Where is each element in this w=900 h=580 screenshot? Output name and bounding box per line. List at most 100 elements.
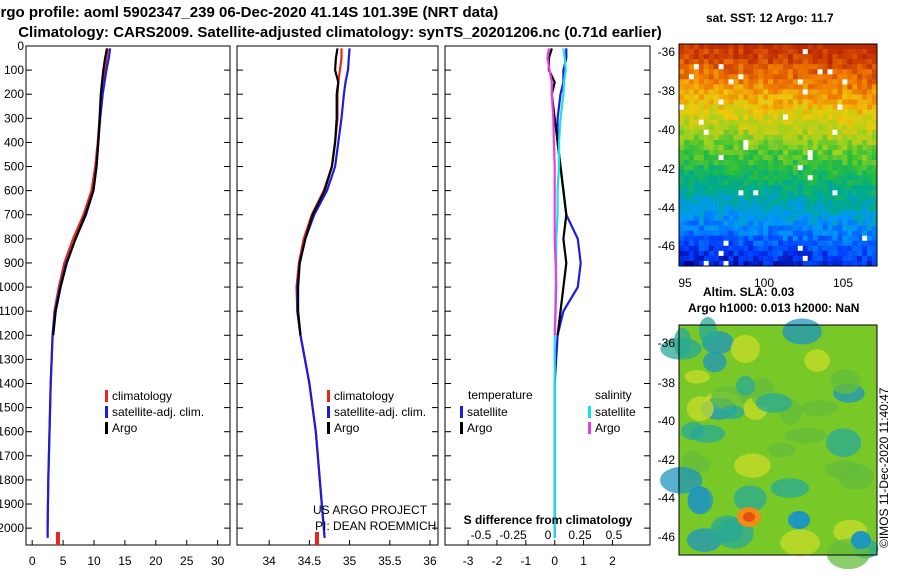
sst-cell xyxy=(763,165,769,171)
sst-cell xyxy=(827,225,833,231)
sst-cell xyxy=(778,144,784,151)
sst-cell xyxy=(679,260,685,267)
sst-cell xyxy=(743,200,749,206)
sst-cell xyxy=(713,69,719,75)
sst-cell xyxy=(802,220,808,226)
sst-cell xyxy=(758,240,764,247)
sst-cell xyxy=(842,185,848,191)
sst-cell xyxy=(768,99,774,105)
sst-cell xyxy=(837,114,843,120)
sla-lat-label: -38 xyxy=(658,376,676,390)
sst-cell xyxy=(693,230,700,237)
sst-cell xyxy=(679,144,685,151)
x-tick-label: -2 xyxy=(492,554,503,568)
sst-cell xyxy=(683,260,690,267)
sst-cell xyxy=(862,175,868,181)
sst-cell xyxy=(733,200,739,206)
sst-cell xyxy=(733,255,739,262)
sst-cell xyxy=(862,44,868,50)
sst-cell xyxy=(787,114,794,120)
sst-cell xyxy=(708,144,714,151)
sst-cell xyxy=(748,245,754,252)
sst-cell xyxy=(842,124,848,131)
sst-cell xyxy=(847,160,853,166)
sst-cell xyxy=(787,94,794,100)
sst-cell xyxy=(842,230,848,237)
sst-cell xyxy=(708,79,714,85)
sst-cell xyxy=(807,104,813,110)
depth-tick-label: 2000 xyxy=(0,521,24,535)
sst-cell xyxy=(837,205,843,211)
sst-cell xyxy=(812,255,818,262)
sst-cell xyxy=(867,129,873,136)
sst-cell xyxy=(778,94,784,100)
sst-cell xyxy=(768,170,774,176)
sst-cell xyxy=(857,215,863,221)
sst-cell xyxy=(817,190,823,196)
sst-cell xyxy=(782,220,789,226)
sst-cell xyxy=(748,74,754,80)
sst-cell xyxy=(867,144,873,151)
sst-cell xyxy=(713,245,719,252)
sla-blob xyxy=(826,428,862,457)
legend-sal-argo-swatch xyxy=(588,422,591,434)
sst-cell xyxy=(703,74,709,80)
sst-cell xyxy=(842,84,848,90)
sst-cell xyxy=(693,74,700,80)
sst-cell xyxy=(698,49,705,55)
sst-cell xyxy=(728,215,734,221)
sst-cell xyxy=(738,64,744,70)
sst-cell xyxy=(723,49,729,55)
sst-cell xyxy=(867,94,873,100)
sst-cell xyxy=(723,79,729,85)
sst-cell xyxy=(837,119,843,126)
sst-cell xyxy=(782,155,789,161)
sst-cell xyxy=(733,250,739,257)
sst-cell xyxy=(867,240,873,247)
sst-cell xyxy=(723,149,729,156)
sst-cell xyxy=(738,180,744,186)
sst-cell xyxy=(807,195,813,201)
sst-cell xyxy=(743,185,749,191)
sst-cell xyxy=(768,245,774,252)
sst-cell xyxy=(802,200,808,206)
sst-cell xyxy=(773,175,779,181)
sst-cell xyxy=(837,175,843,181)
sst-cell xyxy=(797,99,804,105)
sst-cell xyxy=(683,74,690,80)
sst-cell xyxy=(733,74,739,80)
sla-blob xyxy=(686,396,714,422)
sla-blob xyxy=(721,405,745,420)
sst-cell xyxy=(728,144,734,151)
legend-argo-label: Argo xyxy=(112,421,138,435)
sst-cell xyxy=(782,144,789,151)
sst-cell xyxy=(827,260,833,267)
sst-cell xyxy=(847,215,853,221)
sst-cell xyxy=(703,180,709,186)
sst-cell xyxy=(867,79,873,85)
sst-cell xyxy=(713,44,719,50)
sst-cell xyxy=(807,180,813,186)
sst-cell xyxy=(703,230,709,237)
sst-cell xyxy=(827,129,833,136)
sst-cell xyxy=(703,139,709,146)
sst-cell xyxy=(852,104,858,110)
sst-cell xyxy=(842,79,848,85)
sst-cell xyxy=(758,84,764,90)
sst-cell xyxy=(683,59,690,65)
sst-cell xyxy=(852,109,858,115)
sst-cell xyxy=(679,170,685,176)
sst-cell xyxy=(723,124,729,131)
sst-cell xyxy=(797,175,804,181)
sst-cell xyxy=(782,195,789,201)
sst-cell xyxy=(743,255,749,262)
sst-cell xyxy=(763,129,769,136)
sst-cell xyxy=(738,260,744,267)
sst-cell xyxy=(688,260,695,267)
sst-cell xyxy=(743,134,749,141)
sst-cell xyxy=(832,139,838,146)
sst-cell xyxy=(787,225,794,231)
sst-cell xyxy=(792,49,799,55)
sst-cell xyxy=(723,129,729,136)
